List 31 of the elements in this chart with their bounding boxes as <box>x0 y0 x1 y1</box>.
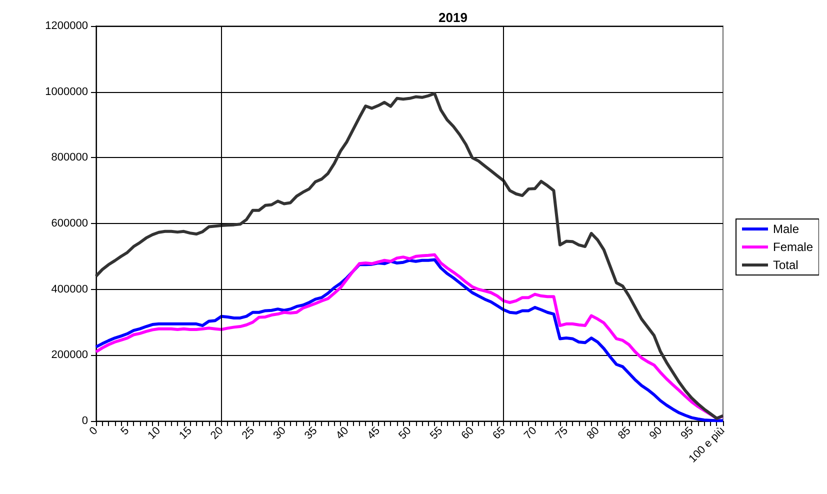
x-tick-label: 35 <box>302 424 320 442</box>
x-tick-label: 25 <box>240 424 257 442</box>
legend-label: Total <box>773 258 798 272</box>
x-tick-label: 0 <box>87 424 100 438</box>
y-tick-label: 0 <box>82 415 88 427</box>
legend-label: Male <box>773 222 800 236</box>
x-tick-label: 15 <box>177 424 194 442</box>
chart-title: 2019 <box>438 10 468 25</box>
x-tick-label: 80 <box>584 424 602 442</box>
x-tick-label: 20 <box>208 424 226 442</box>
x-tick-label: 10 <box>146 424 163 442</box>
y-tick-label: 800000 <box>51 152 88 164</box>
y-tick-label: 1200000 <box>45 20 88 32</box>
y-tick-label: 400000 <box>51 283 88 296</box>
x-tick-label: 30 <box>271 424 288 442</box>
x-tick-label: 55 <box>428 424 446 442</box>
x-tick-label: 65 <box>490 424 508 442</box>
y-tick-label: 600000 <box>51 218 88 230</box>
x-tick-label: 50 <box>396 424 414 442</box>
x-tick-label: 90 <box>647 424 665 442</box>
x-tick-label: 60 <box>459 424 476 442</box>
y-tick-label: 1000000 <box>45 86 88 98</box>
legend-label: Female <box>773 240 814 254</box>
x-tick-label: 95 <box>678 424 696 442</box>
x-tick-label: 5 <box>118 424 132 438</box>
y-tick-label: 200000 <box>51 349 88 362</box>
x-tick-label: 85 <box>616 424 634 442</box>
x-tick-label: 70 <box>522 424 540 442</box>
x-tick-label: 40 <box>334 424 352 442</box>
x-tick-label: 75 <box>553 424 570 442</box>
x-tick-label: 45 <box>365 424 382 442</box>
